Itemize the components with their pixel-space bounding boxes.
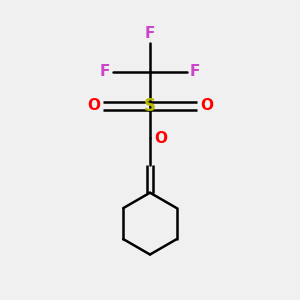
Text: F: F (190, 64, 200, 80)
Text: S: S (144, 97, 156, 115)
Text: O: O (87, 98, 100, 113)
Text: O: O (200, 98, 213, 113)
Text: F: F (100, 64, 110, 80)
Text: F: F (145, 26, 155, 41)
Text: O: O (154, 131, 167, 146)
